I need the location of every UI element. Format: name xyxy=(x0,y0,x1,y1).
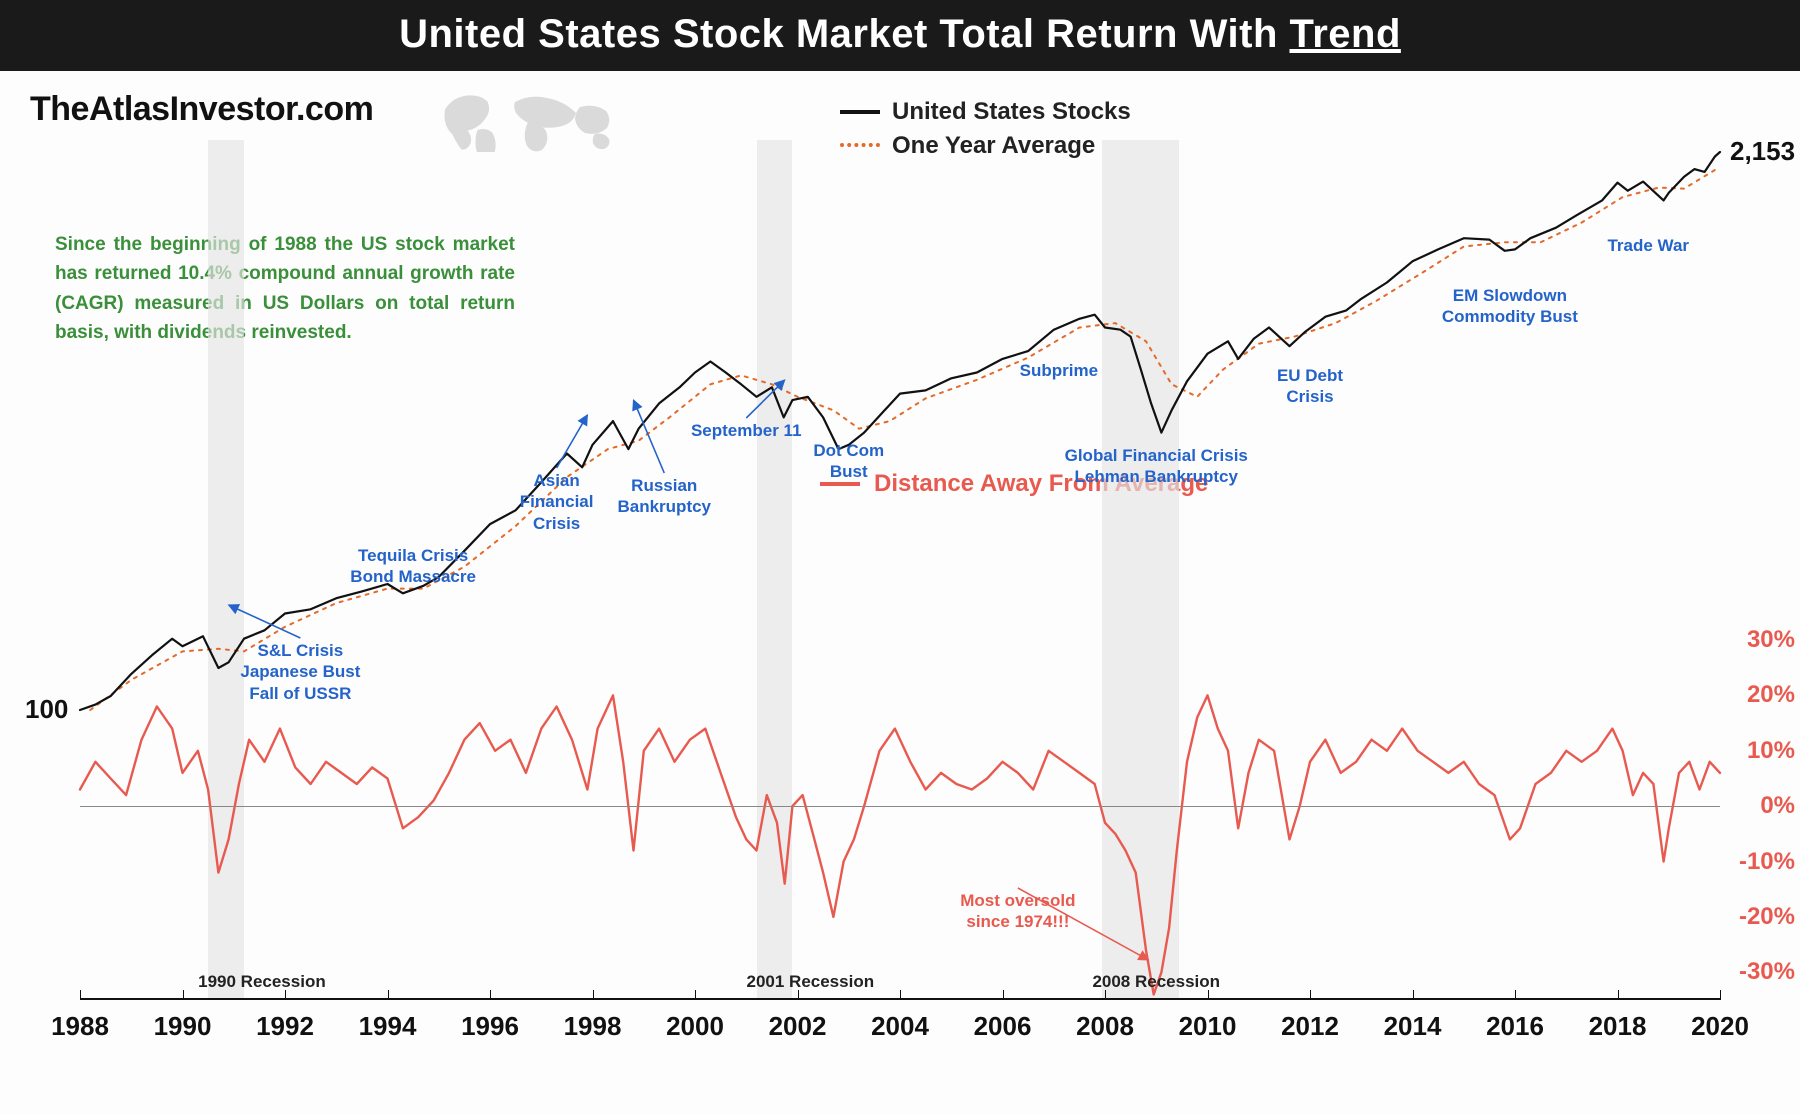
y-tick-label: 0% xyxy=(1760,792,1795,820)
x-tick xyxy=(1618,990,1619,1000)
chart-annotation: Dot ComBust xyxy=(813,440,884,483)
us-stocks-line xyxy=(80,152,1720,710)
annotation-arrow xyxy=(557,415,588,468)
x-tick-label: 2012 xyxy=(1281,1011,1339,1042)
y-tick-label: -20% xyxy=(1739,903,1795,931)
x-tick-label: 2018 xyxy=(1589,1011,1647,1042)
chart-area: 1990 Recession 2001 Recession 2008 Recessi… xyxy=(0,70,1800,1114)
x-tick-label: 2006 xyxy=(974,1011,1032,1042)
x-tick xyxy=(1208,990,1209,1000)
chart-annotation: Most oversoldsince 1974!!! xyxy=(960,890,1075,933)
x-tick-label: 2000 xyxy=(666,1011,724,1042)
chart-annotation: EU DebtCrisis xyxy=(1277,365,1343,408)
annotation-arrow xyxy=(229,605,301,638)
x-tick xyxy=(1105,990,1106,1000)
recession-label: 2008 Recession xyxy=(1092,972,1220,992)
x-tick-label: 2010 xyxy=(1179,1011,1237,1042)
x-tick xyxy=(1413,990,1414,1000)
x-tick-label: 1994 xyxy=(359,1011,417,1042)
y-tick-label: -30% xyxy=(1739,958,1795,986)
chart-annotation: Global Financial CrisisLehman Bankruptcy xyxy=(1065,445,1248,488)
x-tick-label: 1996 xyxy=(461,1011,519,1042)
x-tick-label: 1990 xyxy=(154,1011,212,1042)
x-tick-label: 1992 xyxy=(256,1011,314,1042)
x-tick-label: 1998 xyxy=(564,1011,622,1042)
title-underline: Trend xyxy=(1289,12,1400,56)
annotation-arrow xyxy=(746,380,784,418)
x-tick-label: 2016 xyxy=(1486,1011,1544,1042)
one-year-average-line xyxy=(90,170,1715,710)
distance-from-average-line xyxy=(80,695,1720,994)
title-bar: United States Stock Market Total Return … xyxy=(0,0,1800,71)
y-tick-label: -10% xyxy=(1739,848,1795,876)
x-tick xyxy=(1720,990,1721,1000)
x-tick xyxy=(80,990,81,1000)
chart-annotation: Trade War xyxy=(1607,235,1689,256)
chart-svg xyxy=(80,140,1720,1050)
x-tick xyxy=(1003,990,1004,1000)
x-tick xyxy=(183,990,184,1000)
x-tick-label: 2020 xyxy=(1691,1011,1749,1042)
chart-annotation: Subprime xyxy=(1020,360,1098,381)
plot-region: 1990 Recession 2001 Recession 2008 Recessi… xyxy=(80,140,1720,1050)
annotation-arrow xyxy=(634,400,665,473)
x-tick xyxy=(1515,990,1516,1000)
x-tick xyxy=(900,990,901,1000)
title-text: United States Stock Market Total Return … xyxy=(399,12,1289,56)
chart-annotation: S&L CrisisJapanese BustFall of USSR xyxy=(240,640,360,704)
chart-annotation: AsianFinancialCrisis xyxy=(520,470,594,534)
chart-annotation: September 11 xyxy=(691,420,802,441)
x-tick xyxy=(695,990,696,1000)
chart-annotation: RussianBankruptcy xyxy=(617,475,711,518)
x-tick xyxy=(490,990,491,1000)
x-tick-label: 2002 xyxy=(769,1011,827,1042)
x-tick-label: 2008 xyxy=(1076,1011,1134,1042)
chart-annotation: EM SlowdownCommodity Bust xyxy=(1442,285,1578,328)
x-tick xyxy=(593,990,594,1000)
x-tick-label: 2004 xyxy=(871,1011,929,1042)
chart-annotation: Tequila CrisisBond Massacre xyxy=(350,545,476,588)
x-tick-label: 2014 xyxy=(1384,1011,1442,1042)
recession-label: 2001 Recession xyxy=(747,972,875,992)
y-tick-label: 10% xyxy=(1747,737,1795,765)
y-tick-label: 30% xyxy=(1747,626,1795,654)
x-tick xyxy=(285,990,286,1000)
start-value-label: 100 xyxy=(25,694,68,725)
x-tick-label: 1988 xyxy=(51,1011,109,1042)
recession-label: 1990 Recession xyxy=(198,972,326,992)
x-tick xyxy=(388,990,389,1000)
zero-line xyxy=(80,806,1720,807)
x-tick xyxy=(1310,990,1311,1000)
x-tick xyxy=(798,990,799,1000)
end-value-label: 2,153 xyxy=(1730,136,1795,167)
y-tick-label: 20% xyxy=(1747,681,1795,709)
